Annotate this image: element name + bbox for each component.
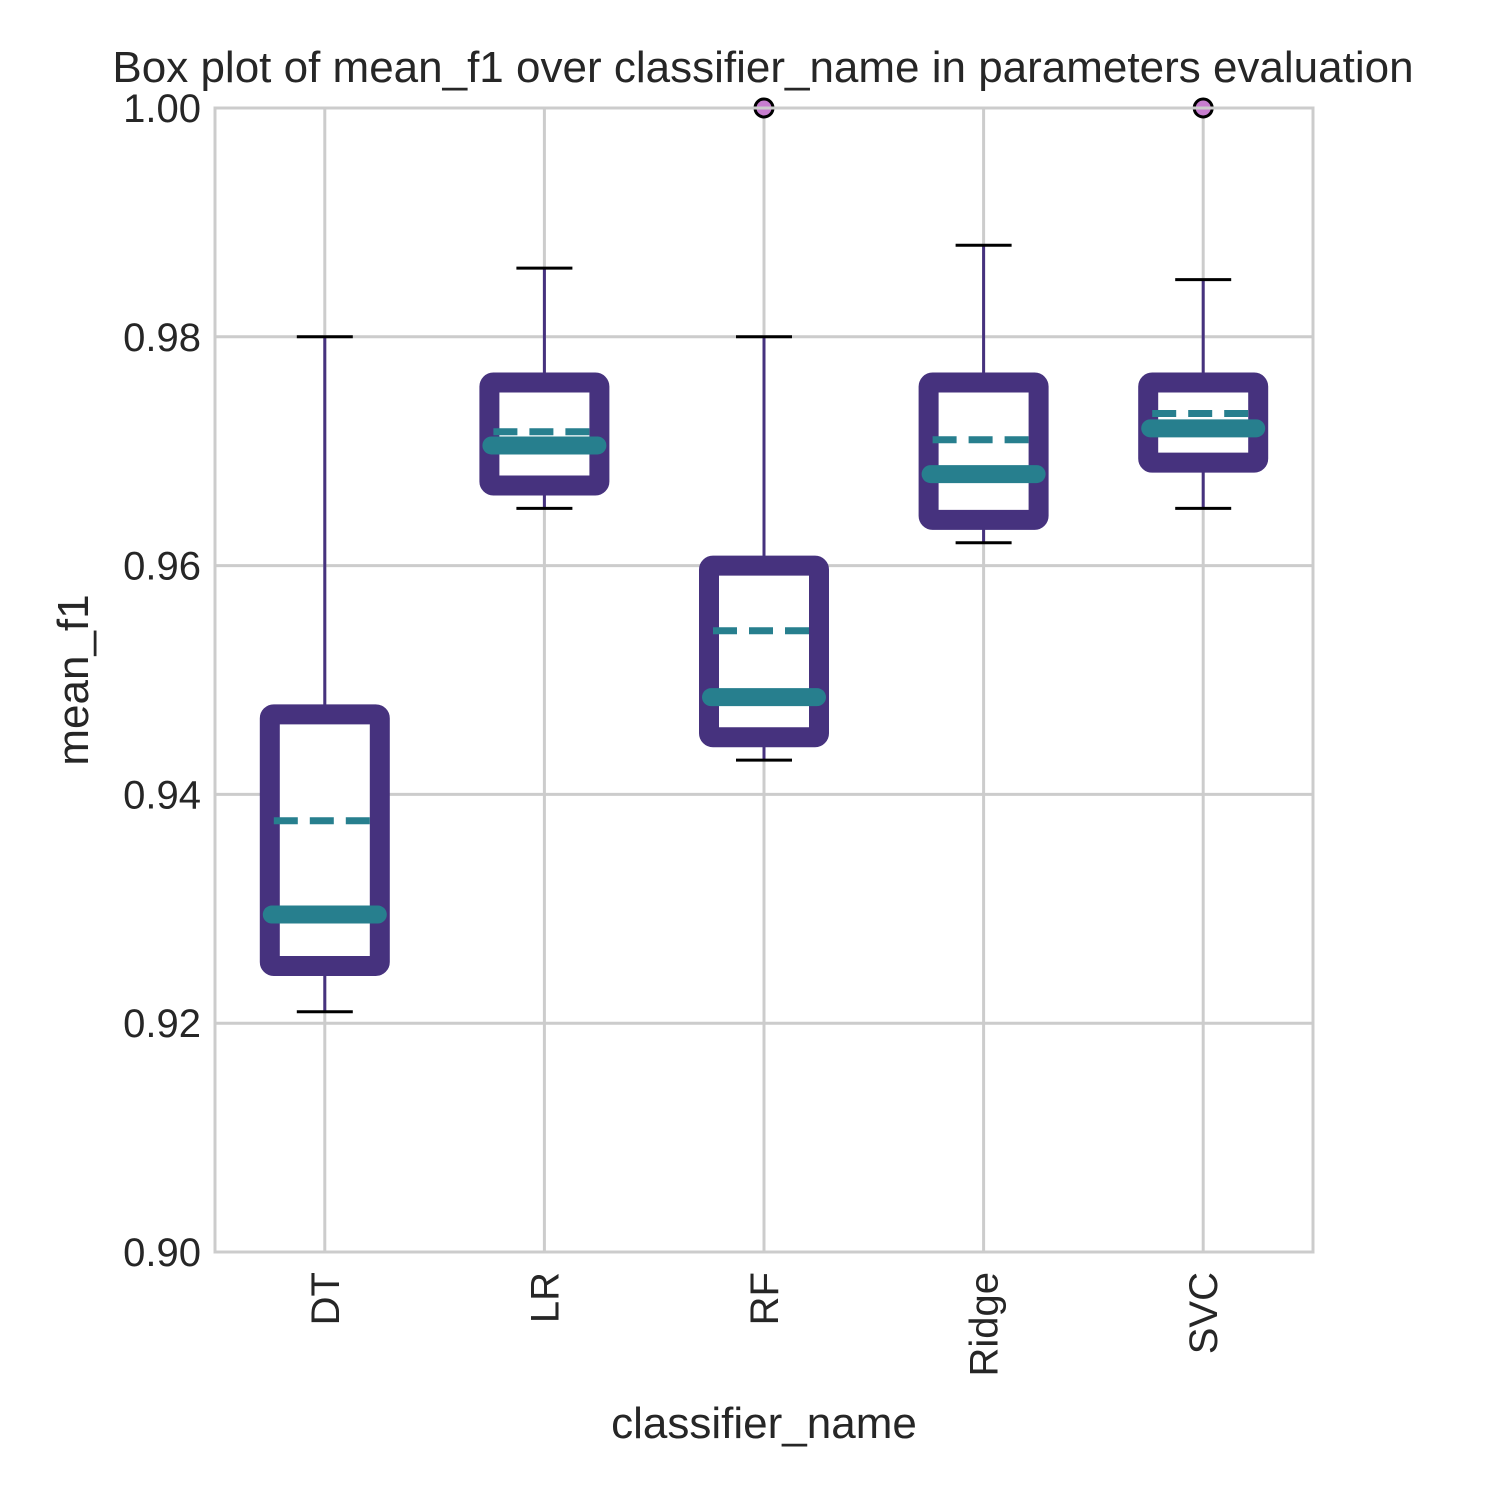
x-axis-label: classifier_name	[611, 1399, 917, 1448]
x-tick-label-lr: LR	[523, 1272, 567, 1323]
y-tick-label-3: 0.96	[123, 545, 201, 589]
x-tick-label-dt: DT	[304, 1272, 348, 1325]
y-tick-label-1: 0.92	[123, 1002, 201, 1046]
box-dt	[259, 335, 390, 1014]
x-tick-label-rf: RF	[743, 1272, 787, 1325]
chart-title: Box plot of mean_f1 over classifier_name…	[112, 43, 1413, 92]
y-axis-label: mean_f1	[49, 594, 98, 765]
box-body-rf	[699, 555, 829, 748]
box-body-ridge	[918, 372, 1049, 530]
y-tick-label-2: 0.94	[123, 773, 201, 817]
x-tick-label-ridge: Ridge	[963, 1272, 1007, 1377]
y-tick-label-4: 0.98	[123, 316, 201, 360]
box-lr	[479, 266, 610, 510]
box-body-dt	[259, 704, 390, 976]
plot-frame	[213, 106, 1315, 1254]
x-tick-labels: DT LR RF Ridge SVC	[304, 1272, 1226, 1377]
x-tick-label-svc: SVC	[1182, 1272, 1226, 1354]
box-ridge	[918, 243, 1049, 545]
box-rf	[699, 97, 829, 762]
y-tick-labels: 0.90 0.92 0.94 0.96 0.98 1.00	[123, 87, 201, 1275]
y-tick-label-0: 0.90	[123, 1231, 201, 1275]
y-tick-label-5: 1.00	[123, 87, 201, 131]
box-svc	[1138, 97, 1269, 510]
boxes-layer	[259, 97, 1269, 1014]
